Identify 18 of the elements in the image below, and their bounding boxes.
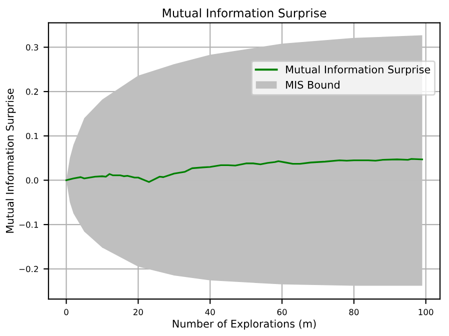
y-axis-title: Mutual Information Surprise [6, 88, 16, 233]
x-tick-label: 80 [349, 308, 359, 316]
x-tick-label: 100 [418, 308, 434, 316]
chart-title: Mutual Information Surprise [162, 8, 326, 20]
y-tick-label: 0.0 [26, 177, 38, 184]
line-series [65, 158, 424, 183]
x-tick-label: 20 [134, 308, 143, 316]
y-tick-label: 0.2 [26, 88, 38, 95]
x-tick-label: 40 [205, 308, 215, 316]
y-tick-label: −0.2 [19, 266, 38, 272]
x-axis-title: Number of Explorations (m) [172, 320, 316, 330]
x-tick-label: 60 [277, 308, 287, 316]
legend-label: Mutual Information Surprise [286, 65, 430, 76]
x-tick-label: 0 [64, 308, 68, 316]
y-tick-label: 0.3 [26, 44, 38, 51]
y-tick-label: −0.1 [19, 222, 38, 228]
y-tick-label: 0.1 [26, 132, 38, 140]
legend-label: MIS Bound [286, 80, 340, 89]
